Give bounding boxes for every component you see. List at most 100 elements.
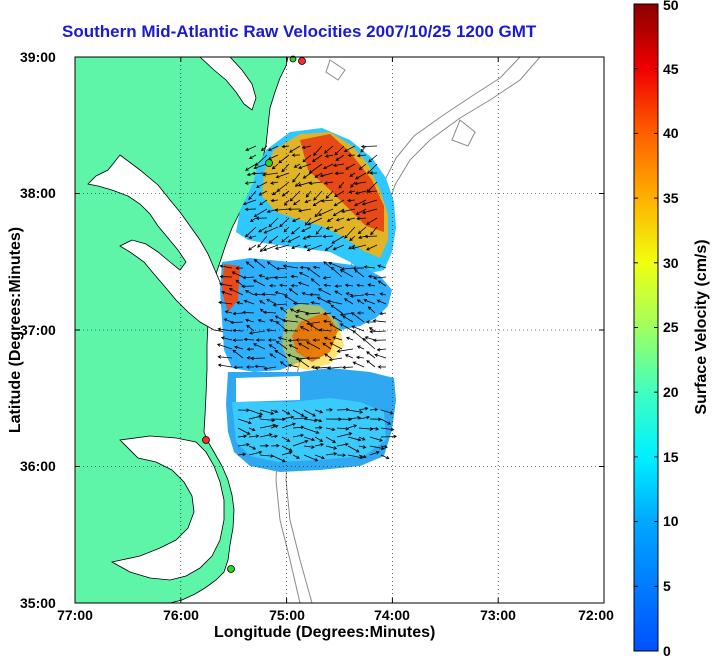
velocity-arrow: [271, 163, 279, 170]
velocity-arrow: [257, 235, 268, 248]
velocity-arrow: [268, 235, 279, 244]
velocity-arrow: [349, 172, 356, 177]
lat-tick-label: 35:00: [20, 595, 56, 611]
velocity-arrow: [340, 208, 356, 214]
velocity-arrow: [237, 452, 247, 457]
velocity-arrow: [308, 163, 323, 174]
velocity-arrow: [281, 163, 290, 173]
velocity-arrow: [306, 321, 321, 326]
velocity-arrow: [312, 265, 321, 270]
velocity-arrow: [332, 208, 345, 217]
velocity-arrow: [329, 342, 343, 350]
velocity-arrow: [373, 276, 387, 280]
velocity-arrow: [217, 355, 233, 359]
velocity-arrow: [380, 444, 388, 449]
velocity-arrow: [287, 363, 299, 368]
velocity-arrow: [372, 338, 387, 343]
station-marker: [202, 436, 210, 444]
velocity-arrow: [242, 275, 255, 280]
velocity-arrow: [287, 207, 301, 211]
velocity-arrow: [281, 436, 291, 442]
velocity-arrow: [323, 336, 332, 341]
velocity-arrow: [314, 208, 323, 218]
velocity-arrow: [290, 274, 299, 279]
velocity-arrow: [216, 343, 233, 350]
velocity-arrow: [270, 454, 286, 463]
velocity-arrow: [310, 278, 321, 287]
velocity-arrow: [330, 266, 343, 278]
colorbar-tick-label: 20: [663, 384, 679, 400]
velocity-arrow: [237, 442, 250, 447]
velocity-arrow: [242, 199, 257, 206]
velocity-arrow: [314, 436, 324, 442]
velocity-arrow: [325, 190, 334, 199]
velocity-arrow: [243, 337, 255, 342]
velocity-arrow: [347, 424, 358, 429]
velocity-arrow: [270, 198, 279, 203]
velocity-arrow: [332, 336, 343, 341]
velocity-arrow: [322, 163, 334, 170]
velocity-arrow: [279, 361, 288, 368]
velocity-arrow: [259, 444, 270, 448]
velocity-arrow: [314, 409, 324, 414]
velocity-arrow: [313, 190, 323, 201]
velocity-arrow: [356, 216, 367, 221]
velocity-arrow: [281, 318, 299, 323]
velocity-arrow: [317, 288, 332, 296]
velocity-arrow: [326, 366, 343, 370]
velocity-arrow: [266, 328, 277, 332]
velocity-arrow: [352, 266, 365, 270]
velocity-arrow: [369, 445, 385, 451]
velocity-arrow: [335, 217, 345, 222]
velocity-arrow: [365, 320, 376, 324]
velocity-arrow: [268, 344, 277, 350]
velocity-arrow: [380, 427, 395, 432]
velocity-arrow: [232, 311, 244, 316]
velocity-arrow: [325, 408, 334, 412]
velocity-arrow: [314, 418, 323, 423]
velocity-arrow: [344, 226, 356, 239]
velocity-arrow: [281, 409, 291, 415]
velocity-arrow: [275, 340, 288, 350]
velocity-arrow: [248, 330, 266, 335]
lat-tick-label: 39:00: [20, 49, 56, 65]
velocity-arrow: [288, 344, 299, 350]
velocity-arrow: [360, 145, 367, 153]
velocity-arrow: [223, 318, 233, 323]
colorbar-tick-label: 30: [663, 255, 679, 271]
velocity-arrow: [287, 353, 299, 359]
velocity-arrow: [241, 310, 255, 315]
velocity-arrow: [303, 409, 317, 417]
velocity-arrow: [380, 418, 392, 425]
velocity-arrow: [288, 288, 299, 296]
velocity-arrow: [306, 244, 323, 252]
velocity-arrow: [281, 445, 293, 452]
velocity-arrow: [323, 261, 332, 269]
velocity-arrow: [259, 199, 268, 206]
velocity-arrow: [333, 226, 345, 232]
velocity-arrow: [324, 154, 334, 158]
velocity-arrow: [336, 442, 349, 447]
velocity-arrow: [368, 154, 378, 163]
velocity-arrow: [221, 290, 233, 296]
velocity-arrow: [281, 235, 290, 243]
velocity-arrow: [279, 217, 290, 228]
velocity-arrow: [347, 198, 356, 203]
colorbar-tick-label: 40: [663, 125, 679, 141]
velocity-arrow: [292, 439, 309, 447]
velocity-arrow: [314, 454, 325, 460]
velocity-arrow: [289, 190, 301, 202]
velocity-arrow: [367, 283, 376, 287]
velocity-arrow: [248, 244, 257, 251]
velocity-arrow: [220, 336, 233, 341]
velocity-arrow: [331, 235, 345, 244]
velocity-arrow: [322, 319, 332, 324]
velocity-arrow: [333, 199, 345, 207]
velocity-arrow: [246, 324, 255, 332]
velocity-arrow: [332, 244, 345, 251]
velocity-arrow: [292, 454, 300, 459]
velocity-arrow: [369, 329, 387, 334]
velocity-arrow: [325, 445, 338, 450]
lat-tick-label: 37:00: [20, 322, 56, 338]
velocity-arrow: [364, 234, 378, 239]
